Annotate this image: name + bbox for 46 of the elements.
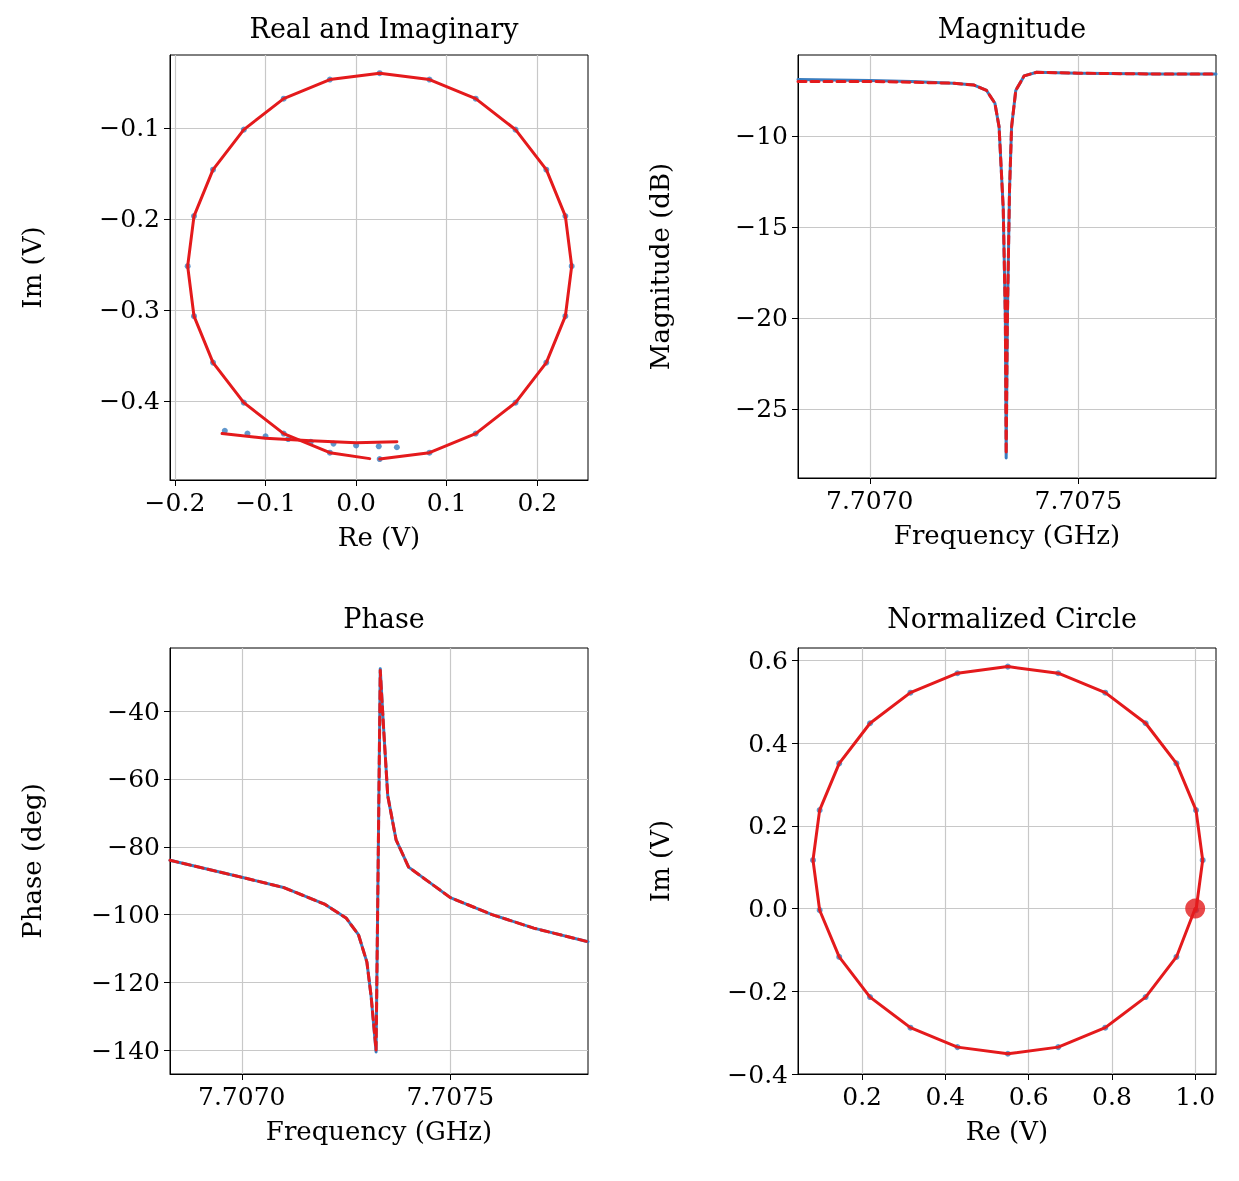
x-tick-label: 0.0 [336, 488, 377, 517]
x-tick-label: −0.2 [144, 488, 206, 517]
y-tick-label: 0.0 [748, 894, 788, 924]
x-tick-label: −0.1 [235, 488, 296, 517]
x-tick-label: 7.7075 [1034, 486, 1123, 515]
y-tick-label: −0.4 [99, 386, 160, 416]
y-tick-label: 0.4 [748, 728, 788, 758]
x-tick-label: 0.1 [426, 488, 467, 517]
x-tick-label: 0.2 [842, 1082, 882, 1111]
chart-title: Real and Imaginary [249, 13, 520, 44]
y-tick-label: −20 [735, 303, 788, 333]
y-tick-label: −25 [735, 394, 788, 424]
y-tick-label: −40 [107, 696, 160, 726]
x-axis-title: Re (V) [965, 1116, 1049, 1146]
x-tick-label: 0.8 [1092, 1082, 1132, 1111]
x-tick-label: 0.4 [925, 1082, 966, 1111]
x-tick-label: 0.6 [1008, 1082, 1049, 1111]
y-tick-label: −10 [735, 121, 788, 151]
y-tick-label: −100 [91, 900, 160, 930]
chart-title: Phase [343, 603, 425, 634]
y-tick-label: −0.4 [727, 1059, 788, 1089]
x-tick-label: 0.2 [517, 488, 558, 517]
y-tick-label: −0.1 [99, 113, 160, 143]
y-tick-label: −15 [735, 212, 788, 242]
y-tick-label: 0.6 [748, 645, 788, 675]
y-tick-label: −120 [91, 967, 160, 997]
x-tick-label: 7.7070 [198, 1082, 286, 1111]
y-axis-title: Magnitude (dB) [645, 162, 675, 371]
x-tick-label: 7.7075 [406, 1082, 495, 1111]
y-tick-label: 0.2 [748, 811, 788, 841]
x-tick-label: 7.7070 [826, 486, 914, 515]
x-axis-title: Re (V) [337, 522, 421, 552]
x-axis-title: Frequency (GHz) [893, 520, 1121, 550]
y-tick-label: −0.2 [727, 976, 788, 1006]
y-tick-label: −80 [107, 832, 160, 862]
y-tick-label: −60 [107, 764, 160, 794]
chart-title: Magnitude [937, 13, 1087, 44]
y-axis-title: Im (V) [645, 819, 675, 903]
chart-title: Normalized Circle [887, 603, 1137, 634]
y-tick-label: −140 [91, 1035, 160, 1065]
y-axis-title: Im (V) [17, 226, 47, 309]
y-axis-title: Phase (deg) [17, 783, 47, 939]
y-tick-label: −0.2 [99, 204, 160, 234]
x-axis-title: Frequency (GHz) [265, 1116, 493, 1146]
y-tick-label: −0.3 [99, 295, 160, 325]
x-tick-label: 1.0 [1175, 1082, 1216, 1111]
